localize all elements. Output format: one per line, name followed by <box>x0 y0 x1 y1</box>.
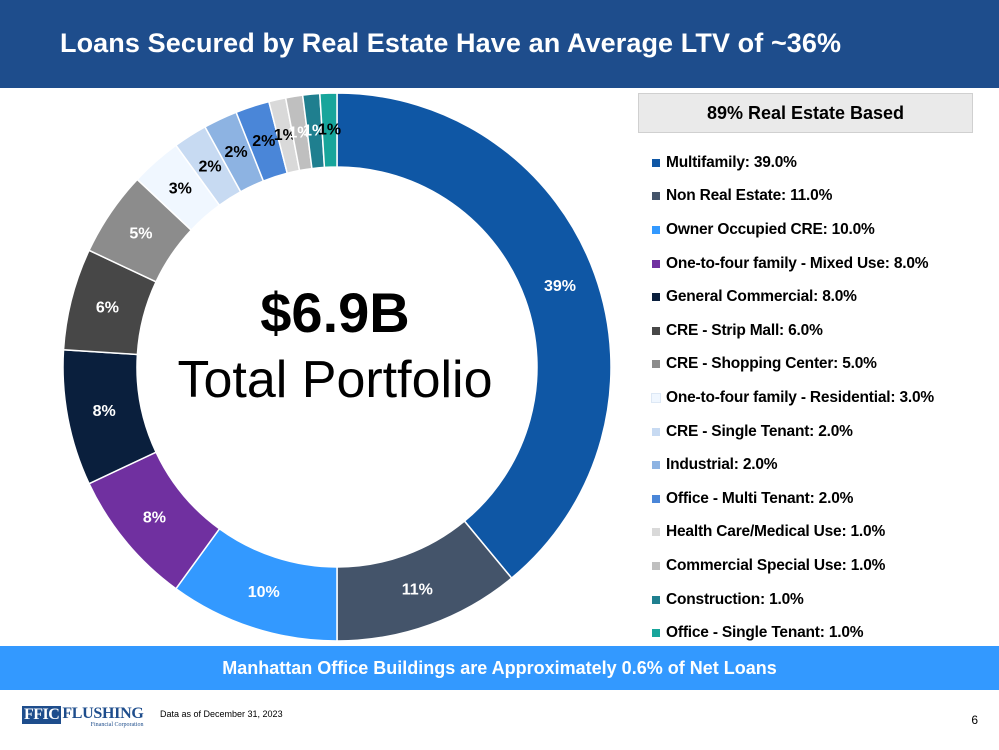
legend-header: 89% Real Estate Based <box>638 93 973 133</box>
data-label-industrial: 2% <box>225 144 248 161</box>
legend-label: Health Care/Medical Use: 1.0% <box>666 523 886 541</box>
legend-item-owner-occupied-cre: Owner Occupied CRE: 10.0% <box>652 213 997 247</box>
data-label-cre-single-tenant: 2% <box>198 158 221 175</box>
data-label-office-single-tenant: 1% <box>318 122 341 139</box>
legend-label: One-to-four family - Mixed Use: 8.0% <box>666 254 929 272</box>
data-label-one-to-four-family-mixed-use: 8% <box>143 510 166 527</box>
legend-title: 89% Real Estate Based <box>706 103 905 123</box>
legend-item-one-to-four-family-residential: One-to-four family - Residential: 3.0% <box>651 381 997 415</box>
legend-item-one-to-four-family-mixed-use: One-to-four family - Mixed Use: 8.0% <box>652 247 997 281</box>
legend-swatch <box>652 326 660 335</box>
legend-label: Industrial: 2.0% <box>666 456 778 474</box>
legend-swatch <box>652 561 660 570</box>
data-date-note: Data as of December 31, 2023 <box>160 709 283 719</box>
legend-item-non-real-estate: Non Real Estate: 11.0% <box>652 180 997 214</box>
portfolio-total-label: Total Portfolio <box>177 351 493 409</box>
legend-swatch <box>651 392 661 403</box>
banner-text: Manhattan Office Buildings are Approxima… <box>222 658 777 678</box>
company-logo: FFIC FLUSHING Financial Corporation <box>22 706 144 729</box>
data-label-cre-shopping-center: 5% <box>129 225 152 242</box>
data-label-multifamily: 39% <box>544 278 576 295</box>
legend-item-cre-shopping-center: CRE - Shopping Center: 5.0% <box>652 348 997 382</box>
data-label-general-commercial: 8% <box>93 403 116 420</box>
donut-slice-office-single-tenant <box>318 92 338 169</box>
chart-legend: Multifamily: 39.0% Non Real Estate: 11.0%… <box>651 146 997 650</box>
data-label-non-real-estate: 11% <box>402 581 433 598</box>
legend-swatch <box>652 427 660 436</box>
legend-swatch <box>652 293 660 302</box>
page-title: Loans Secured by Real Estate Have an Ave… <box>60 28 842 58</box>
legend-swatch <box>652 528 660 537</box>
legend-label: Office - Single Tenant: 1.0% <box>666 624 864 642</box>
legend-label: Office - Multi Tenant: 2.0% <box>666 489 854 507</box>
page-number: 6 <box>971 713 978 727</box>
logo-subtitle: Financial Corporation <box>90 722 144 728</box>
legend-item-multifamily: Multifamily: 39.0% <box>652 146 997 180</box>
logo-name: FLUSHING <box>62 705 144 722</box>
legend-label: Commercial Special Use: 1.0% <box>666 556 886 574</box>
legend-swatch <box>652 494 660 503</box>
legend-swatch <box>652 461 660 470</box>
legend-label: Owner Occupied CRE: 10.0% <box>666 220 875 238</box>
data-label-health-care-medical-use: 1% <box>274 127 297 144</box>
legend-label: CRE - Single Tenant: 2.0% <box>666 422 853 440</box>
data-label-office-multi-tenant: 2% <box>252 133 275 150</box>
legend-swatch <box>652 158 660 167</box>
data-label-commercial-special-use: 1% <box>288 124 311 141</box>
legend-swatch <box>652 595 660 604</box>
donut-slice-multifamily <box>336 92 612 580</box>
legend-item-commercial-special-use: Commercial Special Use: 1.0% <box>652 549 997 583</box>
data-label-construction: 1% <box>303 123 326 140</box>
legend-label: General Commercial: 8.0% <box>666 288 857 306</box>
logo-mark: FFIC <box>22 706 62 724</box>
legend-item-cre-strip-mall: CRE - Strip Mall: 6.0% <box>652 314 997 348</box>
legend-item-cre-single-tenant: CRE - Single Tenant: 2.0% <box>652 415 997 449</box>
highlight-banner: Manhattan Office Buildings are Approxima… <box>0 646 999 690</box>
portfolio-total-value: $6.9B <box>260 281 410 344</box>
legend-swatch <box>652 360 660 369</box>
legend-swatch <box>652 225 660 234</box>
legend-label: CRE - Strip Mall: 6.0% <box>666 321 823 339</box>
legend-item-construction: Construction: 1.0% <box>652 583 997 617</box>
legend-swatch <box>652 259 660 268</box>
legend-item-office-single-tenant: Office - Single Tenant: 1.0% <box>652 616 997 650</box>
data-label-one-to-four-family-residential: 3% <box>169 181 192 198</box>
legend-label: Construction: 1.0% <box>666 590 804 608</box>
legend-label: Multifamily: 39.0% <box>666 153 797 171</box>
legend-item-general-commercial: General Commercial: 8.0% <box>652 280 997 314</box>
data-label-owner-occupied-cre: 10% <box>248 584 280 601</box>
legend-label: CRE - Shopping Center: 5.0% <box>666 355 877 373</box>
legend-item-office-multi-tenant: Office - Multi Tenant: 2.0% <box>652 482 997 516</box>
header-bar: Loans Secured by Real Estate Have an Ave… <box>0 0 999 88</box>
legend-label: Non Real Estate: 11.0% <box>666 187 833 205</box>
legend-swatch <box>652 192 660 201</box>
legend-swatch <box>652 629 660 638</box>
legend-item-industrial: Industrial: 2.0% <box>652 448 997 482</box>
data-label-cre-strip-mall: 6% <box>96 300 119 317</box>
legend-item-health-care-medical-use: Health Care/Medical Use: 1.0% <box>652 516 997 550</box>
legend-label: One-to-four family - Residential: 3.0% <box>666 388 934 406</box>
